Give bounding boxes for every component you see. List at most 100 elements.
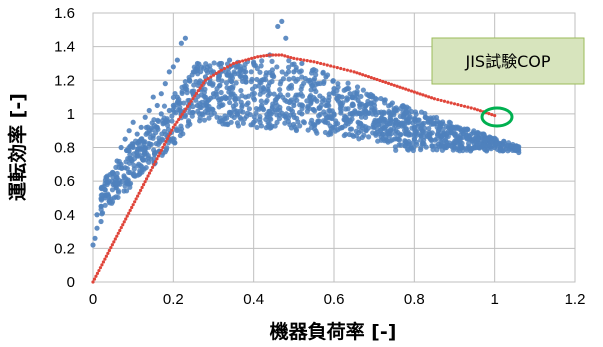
line-point bbox=[225, 65, 230, 69]
line-point bbox=[429, 96, 434, 100]
line-point bbox=[378, 78, 382, 83]
line-point bbox=[164, 140, 168, 144]
scatter-point bbox=[224, 61, 231, 67]
scatter-point bbox=[181, 100, 187, 106]
line-point bbox=[412, 90, 416, 94]
y-tick-label: 0.2 bbox=[54, 240, 75, 257]
line-point bbox=[124, 217, 128, 221]
callout-label: JIS試験COP bbox=[464, 52, 550, 71]
scatter-point bbox=[179, 89, 185, 95]
scatter-point bbox=[261, 76, 267, 82]
scatter-point bbox=[253, 110, 259, 116]
line-point bbox=[401, 86, 405, 90]
line-point bbox=[274, 53, 278, 57]
line-point bbox=[113, 237, 117, 241]
scatter-point bbox=[245, 93, 252, 99]
scatter-point bbox=[254, 124, 260, 131]
line-point bbox=[442, 99, 447, 103]
scatter-point bbox=[172, 90, 178, 97]
callout-box bbox=[431, 37, 585, 85]
y-axis-title: 運転効率 [-] bbox=[6, 93, 29, 201]
line-point bbox=[162, 142, 167, 147]
scatter-point bbox=[402, 138, 408, 144]
line-point bbox=[155, 157, 159, 161]
scatter-point bbox=[197, 104, 203, 110]
scatter-point bbox=[155, 141, 162, 147]
scatter-point bbox=[313, 72, 319, 78]
line-point bbox=[139, 188, 143, 192]
scatter-point bbox=[249, 86, 256, 92]
scatter-point bbox=[440, 126, 446, 132]
scatter-point bbox=[320, 69, 326, 75]
line-point bbox=[322, 62, 326, 66]
scatter-point bbox=[260, 107, 267, 113]
scatter-point bbox=[298, 68, 304, 74]
scatter-point bbox=[277, 81, 283, 87]
scatter-point bbox=[140, 157, 146, 163]
scatter-point bbox=[464, 147, 470, 153]
scatter-point bbox=[322, 111, 328, 118]
scatter-point bbox=[481, 142, 487, 148]
line-point bbox=[222, 66, 227, 71]
scatter-point bbox=[426, 125, 432, 132]
line-point bbox=[178, 115, 183, 119]
scatter-point bbox=[233, 80, 239, 86]
line-point bbox=[332, 65, 336, 69]
scatter-point bbox=[299, 106, 305, 112]
scatter-point bbox=[452, 132, 458, 138]
scatter-point bbox=[220, 102, 226, 108]
line-point bbox=[439, 98, 443, 103]
scatter-point bbox=[140, 146, 146, 152]
scatter-point bbox=[222, 121, 228, 127]
scatter-point bbox=[240, 120, 246, 126]
scatter-point bbox=[321, 80, 327, 86]
line-point bbox=[202, 81, 206, 85]
scatter-point bbox=[280, 76, 287, 82]
scatter-point bbox=[337, 101, 343, 107]
scatter-point bbox=[174, 126, 180, 132]
scatter-point bbox=[201, 102, 207, 108]
x-tick-label: 0.8 bbox=[404, 291, 425, 308]
scatter-point bbox=[263, 73, 269, 79]
scatter-point bbox=[447, 120, 453, 126]
scatter-point bbox=[225, 72, 231, 78]
scatter-point bbox=[113, 164, 119, 170]
scatter-point bbox=[115, 180, 121, 186]
line-point bbox=[228, 63, 233, 67]
line-point bbox=[456, 103, 460, 107]
scatter-point bbox=[274, 119, 280, 126]
line-point bbox=[406, 88, 411, 92]
scatter-point bbox=[142, 114, 148, 120]
scatter-point bbox=[276, 115, 283, 122]
scatter-point bbox=[413, 111, 419, 117]
scatter-point bbox=[190, 109, 196, 115]
scatter-point bbox=[228, 90, 234, 96]
scatter-point bbox=[370, 93, 376, 99]
scatter-point bbox=[258, 98, 264, 104]
scatter-point bbox=[279, 110, 285, 116]
scatter-point bbox=[162, 149, 168, 155]
scatter-point bbox=[311, 122, 317, 128]
scatter-point bbox=[141, 151, 147, 158]
scatter-point bbox=[228, 119, 234, 125]
scatter-point bbox=[419, 122, 425, 128]
line-point bbox=[487, 112, 491, 116]
scatter-point bbox=[304, 98, 310, 104]
scatter-point bbox=[232, 97, 238, 103]
line-point bbox=[134, 197, 138, 201]
scatter-point bbox=[269, 67, 276, 73]
line-point bbox=[358, 72, 362, 76]
line-point bbox=[449, 101, 453, 105]
line-point bbox=[211, 73, 216, 77]
line-point bbox=[127, 211, 131, 215]
scatter-point bbox=[498, 146, 504, 153]
x-tick-label: 0 bbox=[89, 291, 97, 308]
scatter-point bbox=[279, 18, 285, 25]
scatter-point bbox=[443, 137, 449, 143]
scatter-point bbox=[418, 109, 425, 115]
line-point bbox=[361, 73, 365, 77]
scatter-point bbox=[334, 88, 340, 94]
scatter-point bbox=[349, 132, 355, 138]
scatter-point bbox=[396, 142, 402, 148]
